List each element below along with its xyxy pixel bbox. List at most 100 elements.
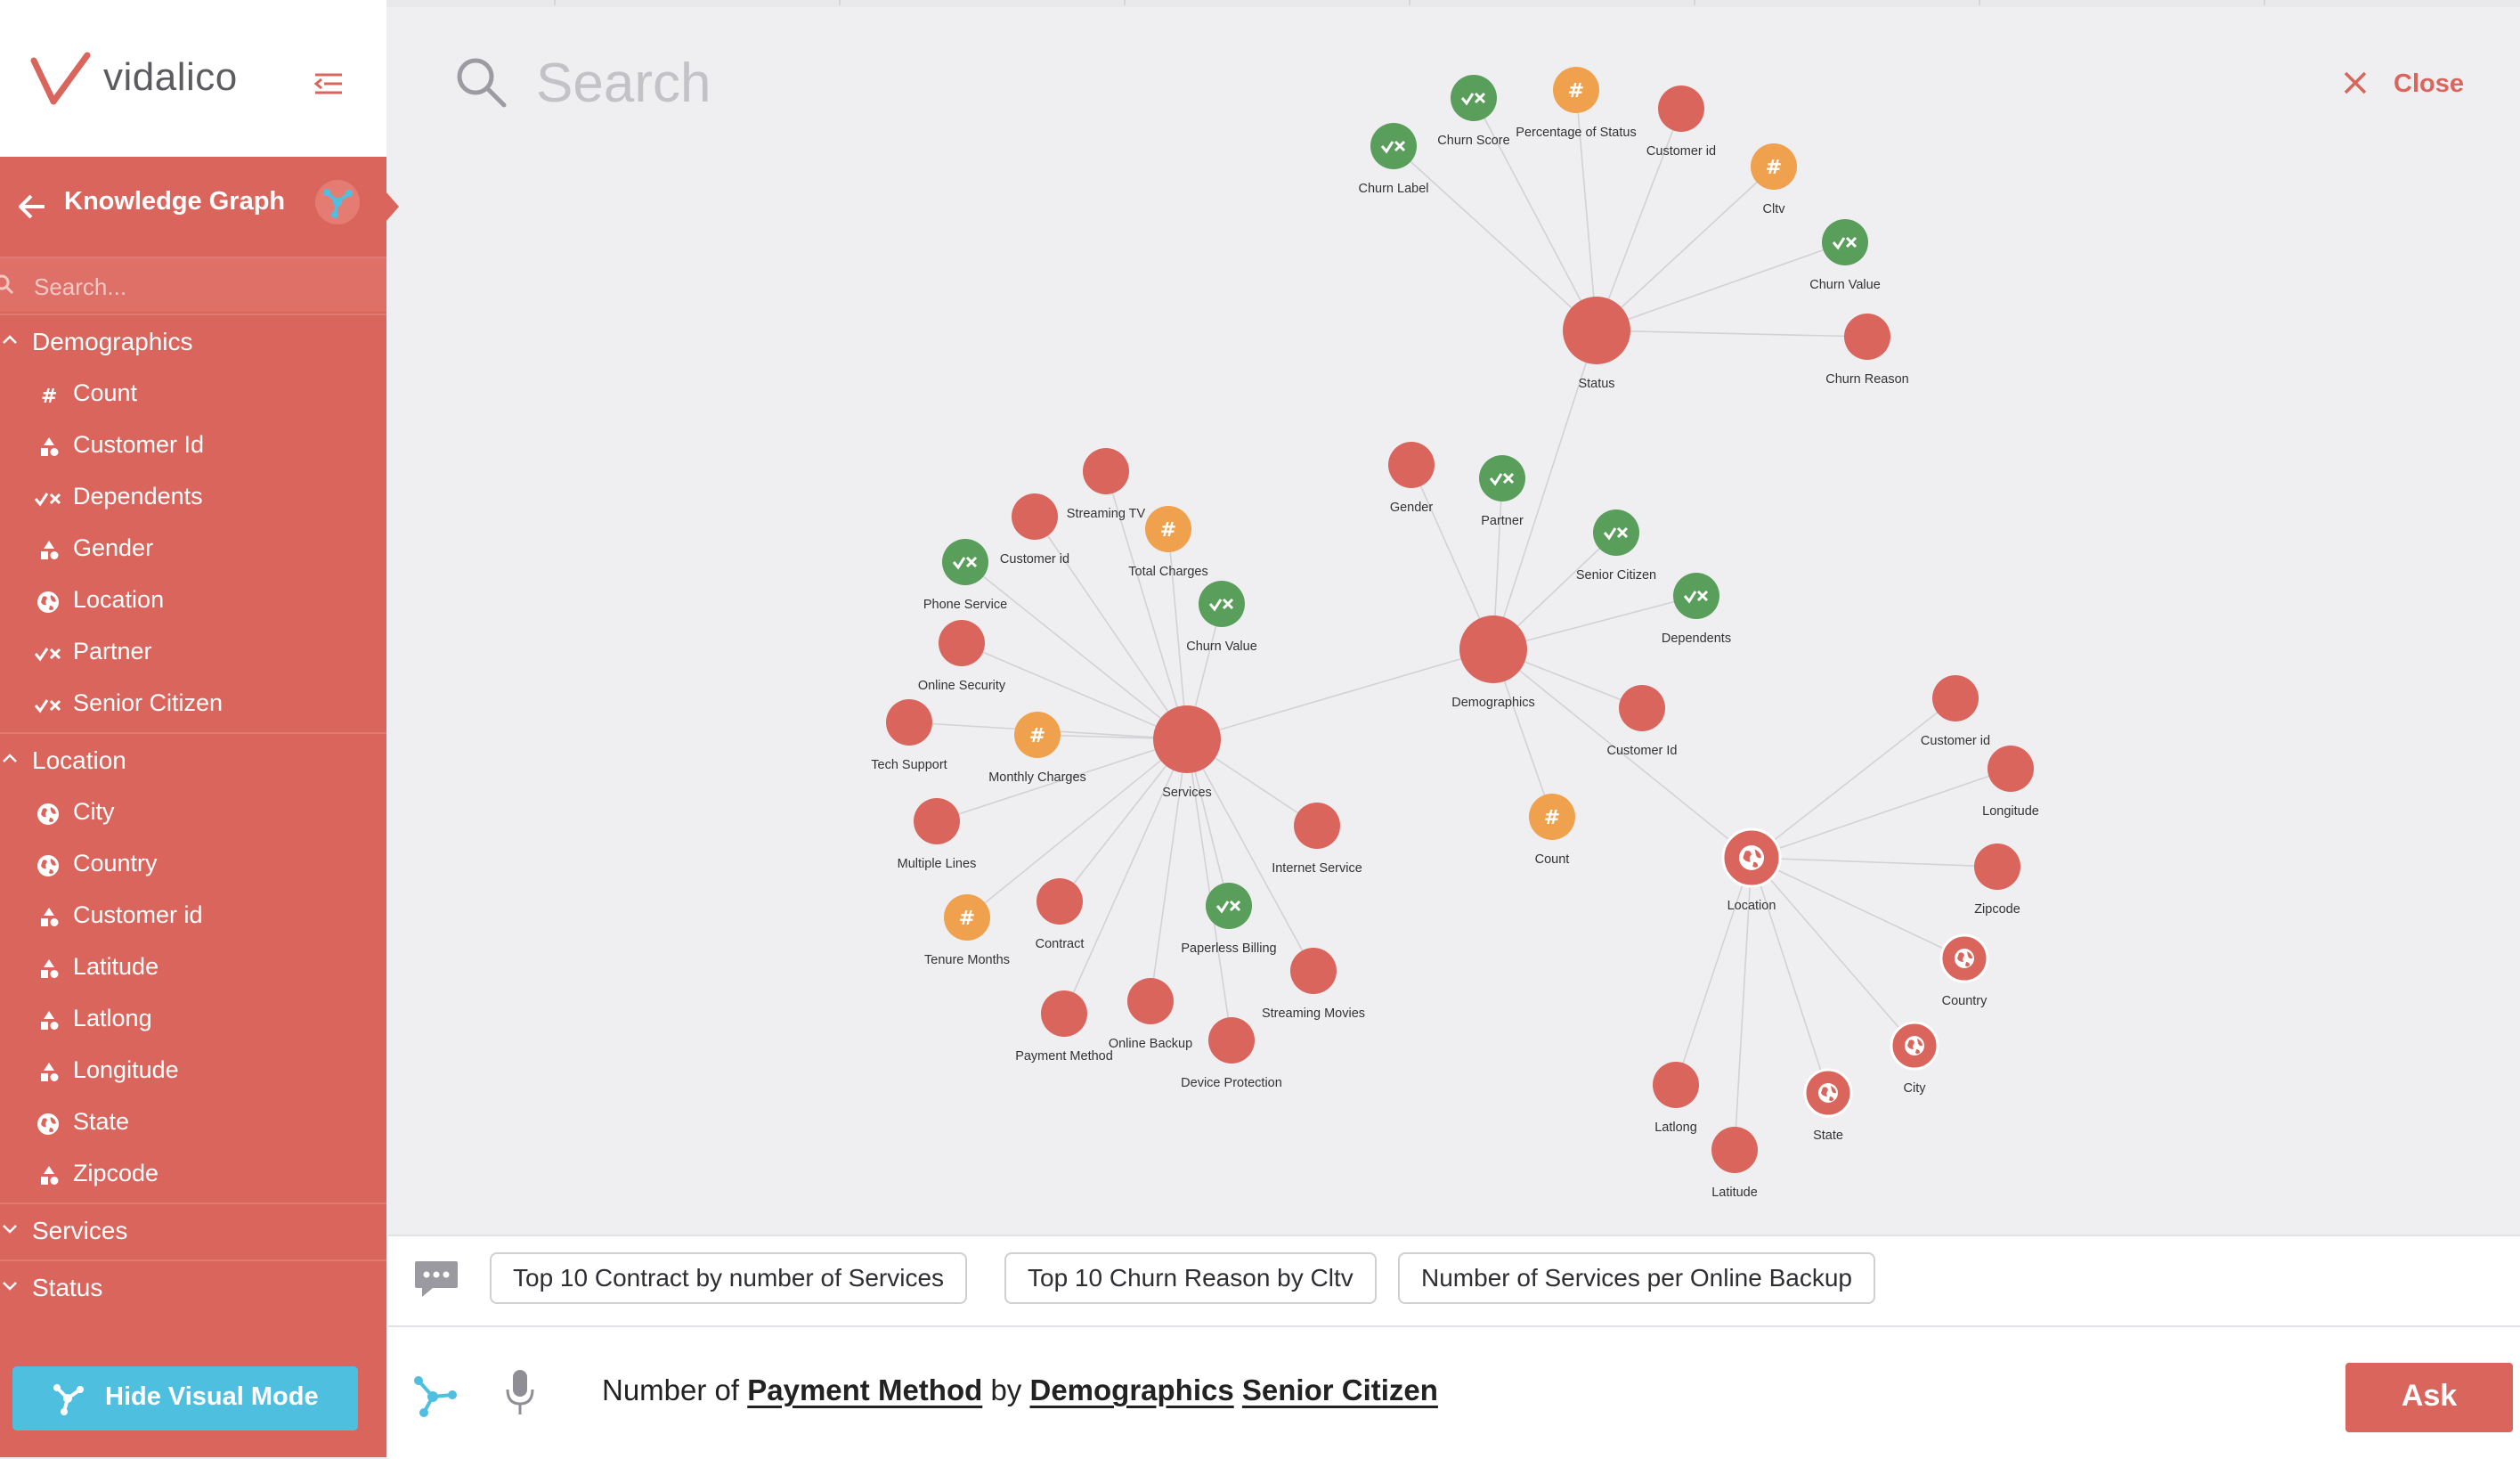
query-text[interactable]: Number of Payment Method by Demographics… [602, 1373, 1438, 1407]
node-circle[interactable] [1199, 581, 1245, 627]
node-circle[interactable] [1294, 803, 1340, 849]
node-circle[interactable] [1145, 506, 1191, 552]
graph-node-dm-partner[interactable]: Partner [1479, 455, 1525, 528]
microphone-icon[interactable] [504, 1368, 536, 1418]
node-circle[interactable] [1822, 219, 1868, 265]
node-circle[interactable] [1711, 1127, 1758, 1173]
node-circle[interactable] [942, 539, 988, 585]
group-status[interactable]: Status [0, 1263, 386, 1313]
node-circle[interactable] [1553, 67, 1599, 113]
group-services[interactable]: Services [0, 1206, 386, 1256]
graph-node-lc-country[interactable]: Country [1939, 933, 1989, 1008]
graph-node-dm-senior[interactable]: Senior Citizen [1576, 509, 1656, 583]
query-token-senior-citizen[interactable]: Senior Citizen [1241, 1373, 1438, 1406]
graph-node-dm-cust[interactable]: Customer Id [1607, 685, 1678, 758]
back-arrow-icon[interactable] [16, 191, 48, 223]
node-circle[interactable] [1290, 948, 1337, 994]
node-circle[interactable] [939, 620, 985, 666]
sidebar-item-dependents[interactable]: Dependents [0, 472, 386, 524]
sidebar-item-zipcode[interactable]: Zipcode [0, 1149, 386, 1201]
node-circle[interactable] [1153, 705, 1221, 773]
sidebar-search-input[interactable] [32, 271, 374, 303]
graph-icon[interactable] [410, 1370, 459, 1420]
node-circle[interactable] [1844, 314, 1890, 360]
hide-visual-mode-button[interactable]: Hide Visual Mode [12, 1366, 358, 1430]
graph-node-sv-internet[interactable]: Internet Service [1272, 803, 1362, 876]
node-circle[interactable] [1658, 86, 1704, 132]
graph-node-sv-tenure[interactable]: # Tenure Months [924, 894, 1010, 967]
sidebar-item-customer-id[interactable]: Customer Id [0, 420, 386, 472]
graph-node-sv-monthly[interactable]: # Monthly Charges [988, 712, 1086, 785]
graph-node-lc-cust[interactable]: Customer id [1921, 675, 1990, 748]
graph-node-sv-online-backup[interactable]: Online Backup [1109, 978, 1192, 1051]
node-circle[interactable] [886, 699, 932, 746]
node-circle[interactable] [1563, 297, 1630, 364]
sidebar-item-location[interactable]: Location [0, 575, 386, 627]
sidebar-item-senior-citizen[interactable]: Senior Citizen [0, 679, 386, 730]
graph-node-st-churn-value[interactable]: Churn Value [1809, 219, 1881, 292]
sidebar-item-city[interactable]: City [0, 787, 386, 839]
sidebar-item-latitude[interactable]: Latitude [0, 942, 386, 994]
main-search-input[interactable] [534, 48, 1161, 118]
sidebar-item-longitude[interactable]: Longitude [0, 1046, 386, 1097]
graph-node-demographics[interactable]: Demographics [1451, 615, 1535, 710]
node-circle[interactable] [1127, 978, 1174, 1024]
graph-node-sv-contract[interactable]: Contract [1036, 878, 1085, 951]
graph-node-location[interactable]: Location [1721, 827, 1782, 913]
graph-node-status[interactable]: Status [1563, 297, 1630, 391]
node-circle[interactable] [1974, 844, 2020, 890]
knowledge-graph-canvas[interactable]: Status Churn Label Churn Score # Percentage … [386, 7, 2520, 1235]
graph-node-sv-tech[interactable]: Tech Support [871, 699, 947, 772]
chat-bubble-icon[interactable] [413, 1259, 459, 1300]
graph-node-lc-latlong[interactable]: Latlong [1653, 1062, 1699, 1135]
graph-node-sv-multiple[interactable]: Multiple Lines [898, 798, 977, 871]
query-token-payment-method[interactable]: Payment Method [747, 1373, 983, 1406]
sidebar-item-count[interactable]: # Count [0, 369, 386, 420]
node-circle[interactable] [1208, 1017, 1255, 1064]
node-circle[interactable] [1988, 746, 2034, 792]
graph-node-dm-count[interactable]: # Count [1529, 794, 1575, 867]
suggestion-chip[interactable]: Top 10 Churn Reason by Cltv [1004, 1252, 1377, 1304]
graph-node-lc-latitude[interactable]: Latitude [1711, 1127, 1758, 1200]
ask-button[interactable]: Ask [2345, 1363, 2513, 1432]
node-circle[interactable] [1083, 448, 1129, 494]
sidebar-item-gender[interactable]: Gender [0, 524, 386, 575]
node-circle[interactable] [1206, 883, 1252, 929]
graph-node-sv-payment[interactable]: Payment Method [1015, 990, 1113, 1064]
group-location[interactable]: Location [0, 736, 386, 786]
graph-node-sv-paperless[interactable]: Paperless Billing [1181, 883, 1277, 956]
graph-node-sv-total[interactable]: # Total Charges [1128, 506, 1208, 579]
sidebar-item-country[interactable]: Country [0, 839, 386, 891]
node-circle[interactable] [1012, 493, 1058, 540]
graph-node-sv-streaming-movies[interactable]: Streaming Movies [1262, 948, 1365, 1021]
graph-node-st-churn-label[interactable]: Churn Label [1359, 123, 1429, 196]
node-circle[interactable] [1459, 615, 1527, 683]
node-circle[interactable] [1529, 794, 1575, 840]
node-circle[interactable] [1593, 509, 1639, 556]
node-circle[interactable] [944, 894, 990, 941]
graph-node-sv-cust[interactable]: Customer id [1000, 493, 1069, 566]
sidebar-item-state[interactable]: State [0, 1097, 386, 1149]
graph-node-sv-device[interactable]: Device Protection [1181, 1017, 1282, 1090]
node-circle[interactable] [1479, 455, 1525, 501]
graph-node-sv-online-sec[interactable]: Online Security [918, 620, 1006, 693]
node-circle[interactable] [1041, 990, 1087, 1037]
node-circle[interactable] [914, 798, 960, 844]
sidebar-item-latlong[interactable]: Latlong [0, 994, 386, 1046]
graph-node-lc-state[interactable]: State [1803, 1068, 1853, 1143]
suggestion-chip[interactable]: Number of Services per Online Backup [1398, 1252, 1875, 1304]
graph-node-st-pct[interactable]: # Percentage of Status [1516, 67, 1637, 140]
graph-node-st-churn-reason[interactable]: Churn Reason [1825, 314, 1909, 387]
node-circle[interactable] [1451, 75, 1497, 121]
graph-mode-button[interactable] [315, 180, 360, 224]
graph-node-lc-city[interactable]: City [1890, 1021, 1939, 1096]
close-button[interactable]: Close [2342, 66, 2484, 107]
suggestion-chip[interactable]: Top 10 Contract by number of Services [490, 1252, 968, 1304]
group-demographics[interactable]: Demographics [0, 317, 386, 367]
graph-node-lc-zipcode[interactable]: Zipcode [1974, 844, 2020, 917]
node-circle[interactable] [1619, 685, 1665, 731]
graph-node-services[interactable]: Services [1153, 705, 1221, 800]
node-circle[interactable] [1370, 123, 1417, 169]
node-circle[interactable] [1751, 143, 1797, 190]
collapse-sidebar-icon[interactable] [313, 71, 344, 96]
